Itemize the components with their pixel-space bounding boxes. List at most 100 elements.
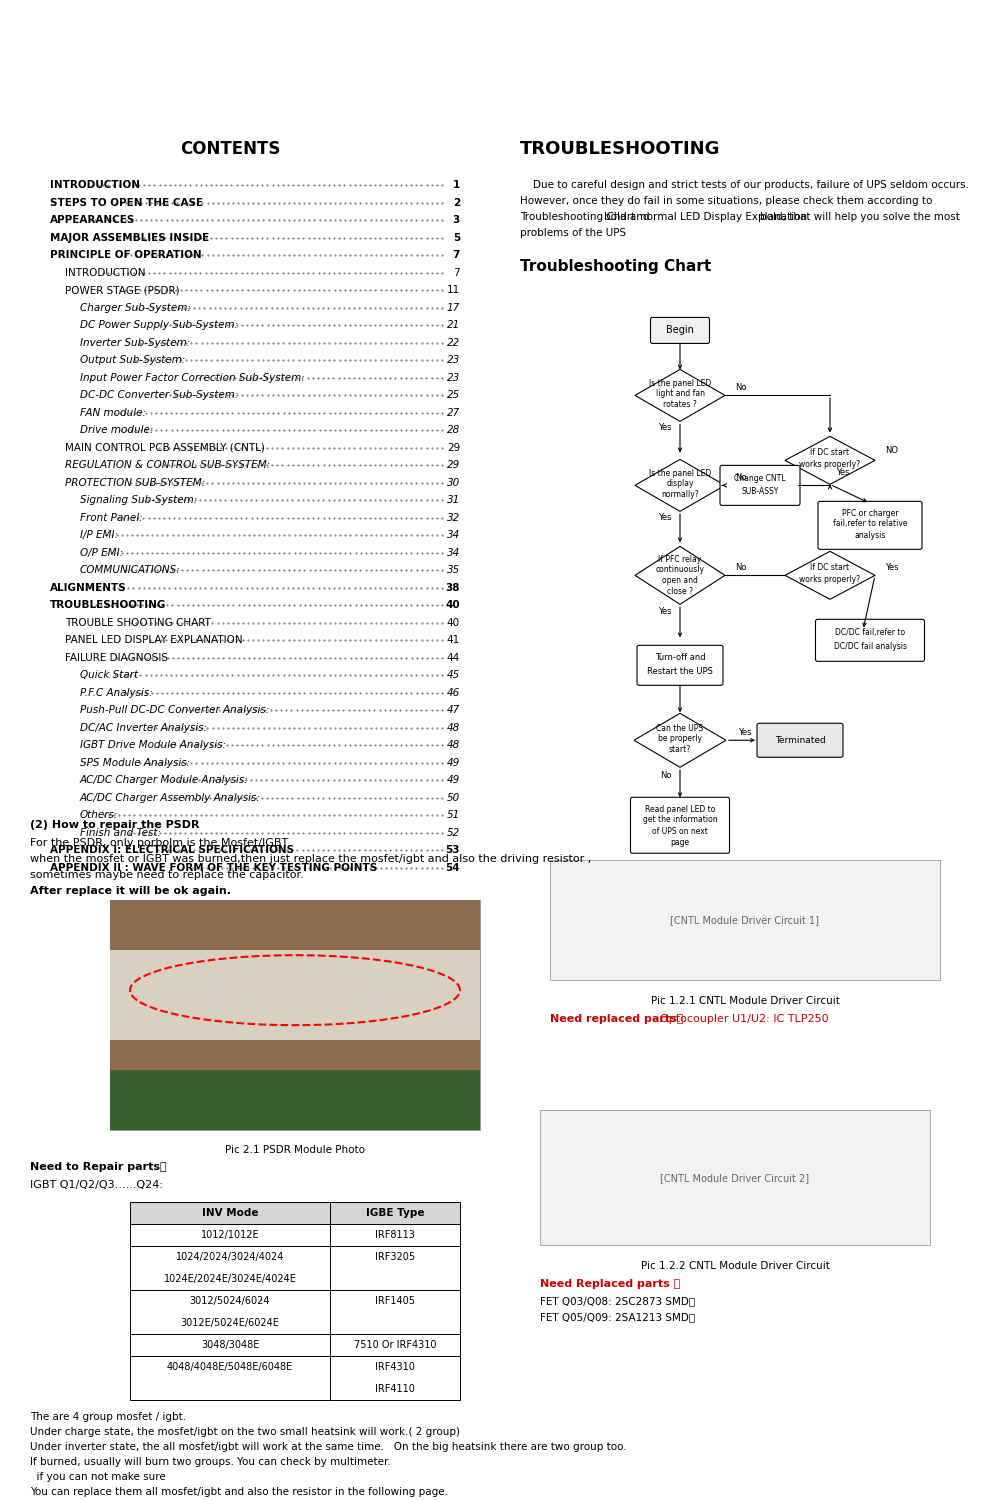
Text: IGBT Q1/Q2/Q3......Q24:: IGBT Q1/Q2/Q3......Q24: xyxy=(30,1180,163,1190)
Text: I/P EMI:: I/P EMI: xyxy=(80,531,118,540)
Text: 28: 28 xyxy=(447,426,460,435)
Text: display: display xyxy=(666,478,694,488)
Text: 34: 34 xyxy=(447,531,460,540)
Text: 7510 Or IRF4310: 7510 Or IRF4310 xyxy=(354,1340,436,1350)
Text: 27: 27 xyxy=(447,408,460,419)
Text: of UPS on next: of UPS on next xyxy=(652,827,708,836)
FancyBboxPatch shape xyxy=(130,1356,330,1400)
FancyBboxPatch shape xyxy=(330,1246,460,1290)
Text: DC/DC fail,refer to: DC/DC fail,refer to xyxy=(835,628,905,638)
Text: APPEARANCES: APPEARANCES xyxy=(50,216,135,225)
Text: [CNTL Module Driver Circuit 1]: [CNTL Module Driver Circuit 1] xyxy=(670,915,820,926)
Text: 54: 54 xyxy=(445,862,460,873)
FancyBboxPatch shape xyxy=(650,318,710,344)
Text: 40: 40 xyxy=(445,600,460,610)
Text: No: No xyxy=(735,562,746,572)
Text: Charger Sub-System:: Charger Sub-System: xyxy=(80,303,191,313)
Text: REGULATION & CONTROL SUB-SYSTEM:: REGULATION & CONTROL SUB-SYSTEM: xyxy=(65,460,270,471)
Text: 4048/4048E/5048E/6048E: 4048/4048E/5048E/6048E xyxy=(167,1362,293,1372)
FancyBboxPatch shape xyxy=(330,1224,460,1246)
Text: 3012/5024/6024: 3012/5024/6024 xyxy=(190,1296,270,1306)
Text: 40: 40 xyxy=(447,618,460,628)
Text: Signaling Sub-System:: Signaling Sub-System: xyxy=(80,495,197,506)
Text: get the information: get the information xyxy=(643,815,717,824)
Text: 53: 53 xyxy=(446,844,460,855)
Text: 1024/2024/3024/4024: 1024/2024/3024/4024 xyxy=(176,1252,284,1262)
Polygon shape xyxy=(634,714,726,768)
Text: Change CNTL: Change CNTL xyxy=(734,474,786,483)
Polygon shape xyxy=(635,369,725,422)
Text: rotates ?: rotates ? xyxy=(663,400,697,410)
Text: If DC start: If DC start xyxy=(810,448,850,458)
Text: Pic 1.2.2 CNTL Module Driver Circuit: Pic 1.2.2 CNTL Module Driver Circuit xyxy=(641,1262,829,1270)
Text: TO SUPPLY SERVICE MANUAL AND  CIRCUIT DIAGRAM TO HELP: TO SUPPLY SERVICE MANUAL AND CIRCUIT DIA… xyxy=(86,18,914,42)
Text: PFC or charger: PFC or charger xyxy=(842,509,898,518)
FancyBboxPatch shape xyxy=(130,1202,330,1224)
Text: IRF4310: IRF4310 xyxy=(375,1362,415,1372)
Text: SPS Module Analysis:: SPS Module Analysis: xyxy=(80,758,190,768)
Text: Terminated: Terminated xyxy=(775,736,825,746)
Text: Yes: Yes xyxy=(658,423,672,432)
Text: No: No xyxy=(660,771,672,780)
Text: IGBT Drive Module Analysis:: IGBT Drive Module Analysis: xyxy=(80,741,226,750)
Text: works properly?: works properly? xyxy=(799,460,861,470)
Text: INV Mode: INV Mode xyxy=(202,1208,258,1218)
Text: Quick Start: Quick Start xyxy=(80,670,138,681)
Text: Yes: Yes xyxy=(658,513,672,522)
Text: 38: 38 xyxy=(446,584,460,592)
Text: If DC start: If DC start xyxy=(810,562,850,572)
Text: 3012E/5024E/6024E: 3012E/5024E/6024E xyxy=(181,1318,279,1328)
Text: DC/DC fail analysis: DC/DC fail analysis xyxy=(834,642,906,651)
Text: 25: 25 xyxy=(447,390,460,400)
Text: 23: 23 xyxy=(447,374,460,382)
Text: 31: 31 xyxy=(447,495,460,506)
Text: Push-Pull DC-DC Converter Analysis:: Push-Pull DC-DC Converter Analysis: xyxy=(80,705,269,716)
FancyBboxPatch shape xyxy=(757,723,843,758)
Text: 41: 41 xyxy=(447,636,460,645)
Text: 1012/1012E: 1012/1012E xyxy=(201,1230,259,1240)
Text: Due to careful design and strict tests of our products, failure of UPS seldom oc: Due to careful design and strict tests o… xyxy=(520,180,969,190)
Text: PANEL LED DISPLAY EXPLANATION: PANEL LED DISPLAY EXPLANATION xyxy=(65,636,243,645)
Text: For the PSDR, only porbolm is the Mosfet/IGBT: For the PSDR, only porbolm is the Mosfet… xyxy=(30,839,288,848)
Text: (2) How to repair the PSDR: (2) How to repair the PSDR xyxy=(30,821,200,830)
Text: 29: 29 xyxy=(447,442,460,453)
Text: 5: 5 xyxy=(453,232,460,243)
Polygon shape xyxy=(635,546,725,604)
Text: 29: 29 xyxy=(447,460,460,471)
Text: light and fan: light and fan xyxy=(656,388,704,398)
Text: 11: 11 xyxy=(447,285,460,296)
Text: bold and: bold and xyxy=(604,213,653,222)
Text: 46: 46 xyxy=(447,688,460,698)
Text: page: page xyxy=(670,837,690,846)
Text: Troubleshooting Chart: Troubleshooting Chart xyxy=(520,213,635,222)
Text: Optocoupler U1/U2: IC TLP250: Optocoupler U1/U2: IC TLP250 xyxy=(660,1014,829,1025)
Text: TROUBLESHOOTING: TROUBLESHOOTING xyxy=(520,141,720,159)
Text: Turn-off and: Turn-off and xyxy=(655,652,705,662)
Text: Input Power Factor Correction Sub-System:: Input Power Factor Correction Sub-System… xyxy=(80,374,305,382)
Text: 1024E/2024E/3024E/4024E: 1024E/2024E/3024E/4024E xyxy=(164,1274,296,1284)
Text: Is the panel LED: Is the panel LED xyxy=(649,470,711,478)
Text: Pic 2.1 PSDR Module Photo: Pic 2.1 PSDR Module Photo xyxy=(225,1144,365,1155)
Text: MAJOR ASSEMBLIES INSIDE: MAJOR ASSEMBLIES INSIDE xyxy=(50,232,209,243)
Text: [CNTL Module Driver Circuit 2]: [CNTL Module Driver Circuit 2] xyxy=(660,1173,810,1182)
Text: 21: 21 xyxy=(447,321,460,330)
FancyBboxPatch shape xyxy=(330,1334,460,1356)
Text: Inverter Sub-System:: Inverter Sub-System: xyxy=(80,338,190,348)
FancyBboxPatch shape xyxy=(330,1290,460,1334)
Text: Yes: Yes xyxy=(885,562,898,572)
Text: COMMUNICATIONS:: COMMUNICATIONS: xyxy=(80,566,181,576)
FancyBboxPatch shape xyxy=(540,1110,930,1245)
Text: fail,refer to relative: fail,refer to relative xyxy=(833,519,907,528)
Text: No: No xyxy=(735,472,746,482)
Text: Yes: Yes xyxy=(836,468,850,477)
Text: INTRODUCTION: INTRODUCTION xyxy=(50,180,140,190)
Text: 7: 7 xyxy=(453,268,460,278)
Text: Need Replaced parts ：: Need Replaced parts ： xyxy=(540,1280,680,1288)
Text: IRF1405: IRF1405 xyxy=(375,1296,415,1306)
Text: 49: 49 xyxy=(447,758,460,768)
Text: POWER STAGE (PSDR): POWER STAGE (PSDR) xyxy=(65,285,180,296)
Text: bold, that will help you solve the most: bold, that will help you solve the most xyxy=(760,213,960,222)
Text: Under inverter state, the all mosfet/igbt will work at the same time.   On the b: Under inverter state, the all mosfet/igb… xyxy=(30,1442,627,1452)
Polygon shape xyxy=(785,436,875,484)
FancyBboxPatch shape xyxy=(130,1290,330,1334)
